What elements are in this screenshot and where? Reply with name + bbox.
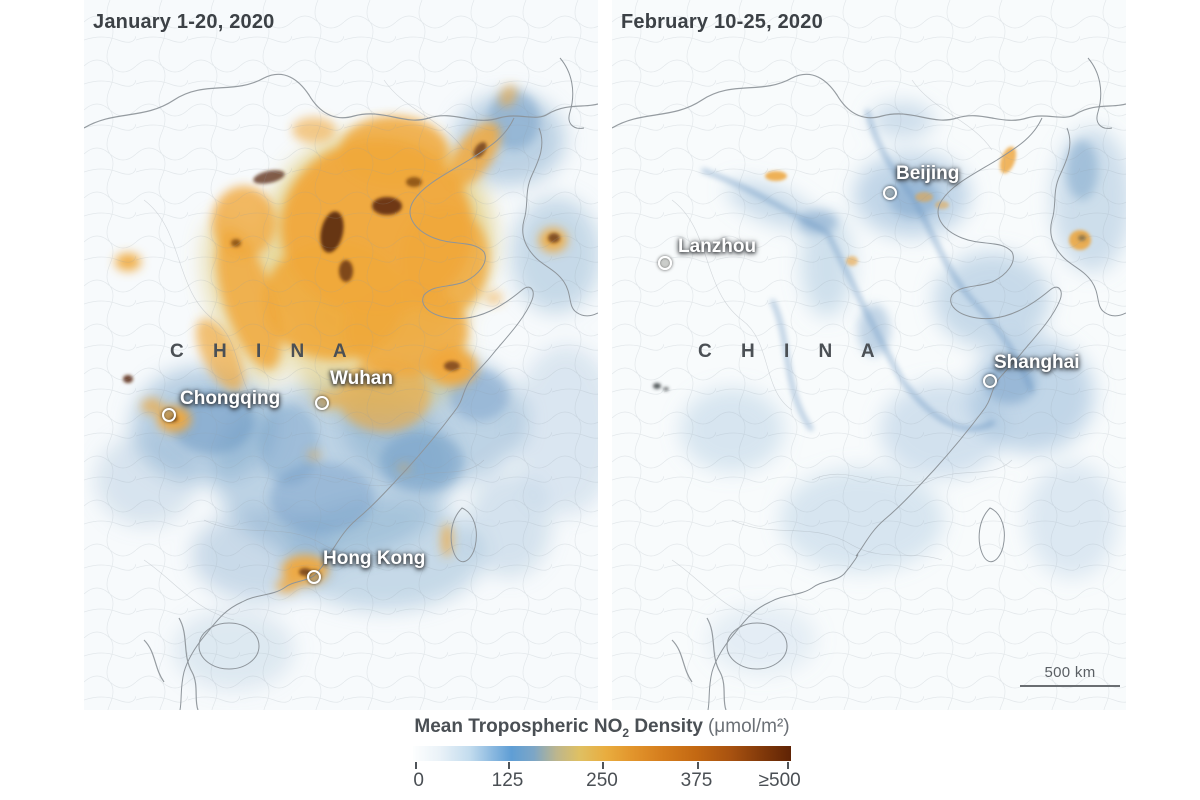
city-marker-shanghai <box>983 374 997 388</box>
city-label-chongqing: Chongqing <box>180 388 281 409</box>
legend-tick-label-375: 375 <box>680 769 713 791</box>
legend-tick-500 <box>787 761 790 769</box>
city-marker-chongqing <box>162 408 176 422</box>
map-panel-february: February 10-25, 2020 C H I N A Lanzhou B… <box>612 0 1126 710</box>
country-label-china-january: C H I N A <box>170 341 359 362</box>
country-label-china-february: C H I N A <box>698 341 887 362</box>
city-label-lanzhou: Lanzhou <box>678 236 757 257</box>
legend-units: (μmol/m²) <box>707 716 790 737</box>
legend-tick-row <box>413 761 791 769</box>
legend-colorbar <box>413 745 791 761</box>
legend-title: Mean Tropospheric NO2 Density (μmol/m²) <box>413 716 791 740</box>
city-label-hong-kong: Hong Kong <box>323 548 426 569</box>
no2-map-february-art <box>612 0 1126 710</box>
legend-label-row: 0 125 250 375 ≥500 <box>413 769 800 792</box>
legend-tick-label-250: 250 <box>586 769 618 791</box>
legend-tick-375 <box>696 761 699 769</box>
no2-map-january-art <box>84 0 598 710</box>
city-marker-wuhan <box>315 396 329 410</box>
legend-tick-125 <box>507 761 510 769</box>
legend-tick-250 <box>602 761 604 769</box>
scale-bar-line <box>1020 685 1120 687</box>
city-label-shanghai: Shanghai <box>994 352 1080 373</box>
map-title-january: January 1-20, 2020 <box>93 11 275 33</box>
city-marker-beijing <box>883 186 897 200</box>
city-label-wuhan: Wuhan <box>330 368 393 389</box>
legend-tick-label-0: 0 <box>413 769 424 791</box>
city-marker-lanzhou <box>658 256 672 270</box>
map-panel-january: January 1-20, 2020 C H I N A Chongqing W… <box>84 0 598 710</box>
legend: Mean Tropospheric NO2 Density (μmol/m²) 0… <box>0 716 1200 792</box>
legend-tick-label-125: 125 <box>491 769 524 791</box>
scale-bar: 500 km <box>1020 664 1120 687</box>
map-title-february: February 10-25, 2020 <box>621 11 823 33</box>
legend-tick-label-500: ≥500 <box>758 769 801 791</box>
city-marker-hong-kong <box>307 570 321 584</box>
legend-title-text: Mean Tropospheric NO <box>414 716 623 737</box>
no2-subscript: 2 <box>622 725 630 740</box>
city-label-beijing: Beijing <box>896 163 960 184</box>
legend-tick-0 <box>414 761 417 769</box>
scale-bar-label: 500 km <box>1044 664 1096 681</box>
legend-title-density: Density <box>629 716 703 737</box>
